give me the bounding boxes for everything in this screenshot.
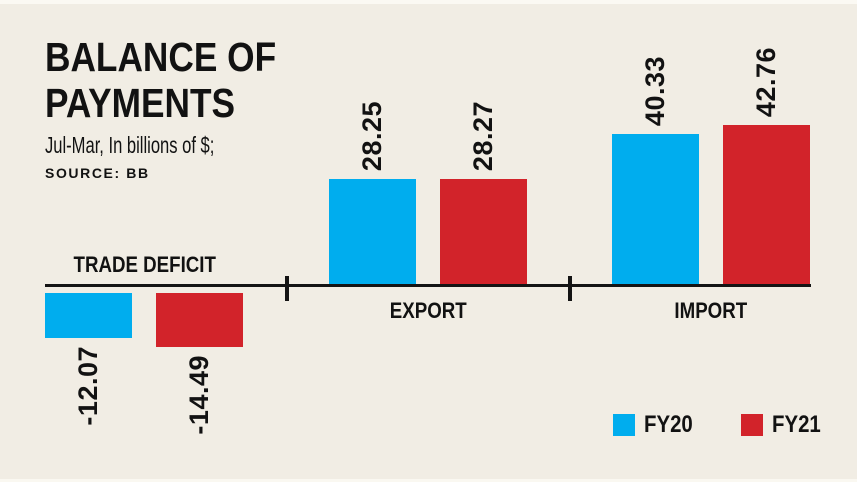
value-label-fy20-trade-deficit: -12.07 <box>73 346 104 426</box>
bar-fy21-trade-deficit <box>156 293 243 347</box>
legend-item-fy20: FY20 <box>613 413 701 437</box>
value-label-fy21-export: 28.27 <box>468 100 499 171</box>
chart-subtitle: Jul-Mar, In billions of $; <box>45 132 215 158</box>
axis-tick-1 <box>285 276 289 301</box>
fy21-swatch <box>741 414 764 436</box>
bottom-edge-strip <box>0 479 857 482</box>
top-edge-strip <box>0 0 857 4</box>
bar-fy20-import <box>612 134 699 284</box>
chart-header: BALANCE OF PAYMENTS Jul-Mar, In billions… <box>45 34 314 181</box>
bar-fy20-export <box>329 179 416 284</box>
chart-title: BALANCE OF PAYMENTS <box>45 34 314 126</box>
section-label-trade-deficit: TRADE DEFICIT <box>73 252 217 277</box>
section-label-export: EXPORT <box>389 298 467 323</box>
x-axis-line <box>45 284 811 287</box>
bar-fy21-export <box>440 179 527 284</box>
fy20-swatch <box>613 414 635 436</box>
legend-item-fy21: FY21 <box>741 413 829 437</box>
fy21-label: FY21 <box>772 411 822 438</box>
section-label-import: IMPORT <box>674 298 748 323</box>
value-label-fy20-import: 40.33 <box>640 55 671 126</box>
chart-title-line1: BALANCE OF <box>45 34 277 80</box>
fy20-label: FY20 <box>644 411 693 438</box>
bar-fy21-import <box>723 125 810 284</box>
value-label-fy21-import: 42.76 <box>751 46 782 117</box>
legend: FY20 FY21 <box>613 413 830 437</box>
value-label-fy20-export: 28.25 <box>357 100 388 171</box>
bar-fy20-trade-deficit <box>45 293 132 338</box>
chart-source: SOURCE: BB <box>45 165 150 181</box>
value-label-fy21-trade-deficit: -14.49 <box>184 355 215 435</box>
chart-title-line2: PAYMENTS <box>45 80 236 126</box>
axis-tick-2 <box>568 276 572 301</box>
